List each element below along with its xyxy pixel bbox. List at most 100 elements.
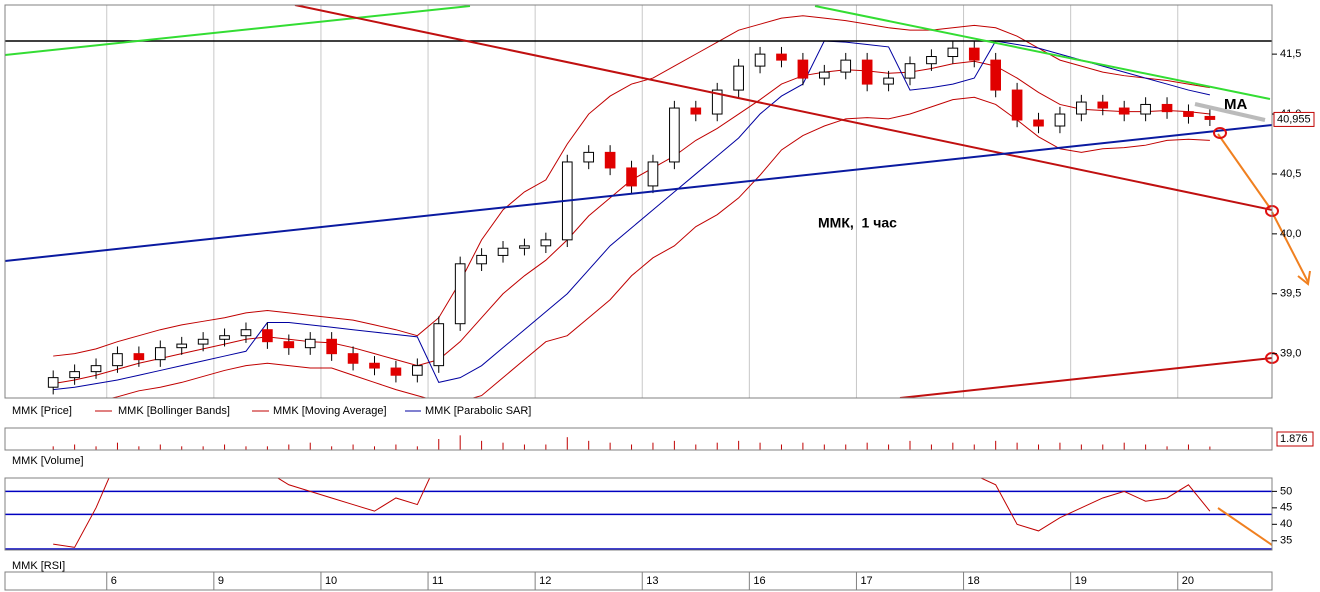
x-tick-label: 11 <box>432 575 443 587</box>
candle-body <box>669 107 680 163</box>
candle-body <box>433 323 445 367</box>
candle-body <box>262 329 273 343</box>
candle-body <box>1118 107 1130 115</box>
candle-body <box>626 167 637 187</box>
y-tick-label: 39,5 <box>1280 288 1301 300</box>
x-tick-label: 6 <box>111 575 117 587</box>
candle-body <box>797 59 809 79</box>
y-tick-label: 40 <box>1280 518 1292 530</box>
candle-body <box>133 353 145 361</box>
candle-body <box>47 377 59 388</box>
trend-line <box>5 124 1272 262</box>
x-tick-label: 19 <box>1075 575 1087 587</box>
candle-body <box>947 47 959 58</box>
legend-label: MMK [Bollinger Bands] <box>118 405 230 417</box>
candle-body <box>926 56 937 65</box>
annotation: MA <box>1224 96 1247 113</box>
trend-line <box>814 5 1271 100</box>
candle-body <box>540 239 552 247</box>
trend-line <box>899 357 1272 398</box>
candle-body <box>90 365 102 373</box>
price-frame <box>4 4 1273 399</box>
x-tick-label: 20 <box>1182 575 1194 587</box>
y-tick-label: 35 <box>1280 535 1292 547</box>
volume-frame <box>4 427 1273 451</box>
candle-body <box>369 362 380 369</box>
candle-body <box>69 371 80 379</box>
legend-label: MMK [Moving Average] <box>273 405 387 417</box>
candle-body <box>1161 103 1173 113</box>
arrow <box>1217 507 1273 546</box>
candle-body <box>754 53 766 67</box>
legend-label: MMK [Parabolic SAR] <box>425 405 531 417</box>
candle-body <box>1183 111 1194 117</box>
y-tick-label: 45 <box>1280 502 1292 514</box>
candle-body <box>304 338 316 349</box>
candle-body <box>390 367 402 376</box>
candle-body <box>347 353 359 364</box>
candle-body <box>326 338 337 355</box>
panel-title: MMK [RSI] <box>12 560 65 572</box>
last-volume-label: 1.876 <box>1280 433 1308 445</box>
price-panel <box>47 5 1216 398</box>
indicator-line <box>53 40 1210 391</box>
candle-body <box>1033 119 1044 127</box>
rsi-panel <box>5 478 1272 550</box>
candle-body <box>197 338 209 345</box>
trend-line <box>294 5 1272 211</box>
last-volume-box <box>1276 431 1314 447</box>
trend-line <box>5 5 471 56</box>
candle-body <box>1054 113 1066 127</box>
candle-body <box>497 247 509 256</box>
candle-body <box>283 341 295 349</box>
panel-title: MMK [Volume] <box>12 455 84 467</box>
arrow <box>1271 211 1309 283</box>
axes: 6910111213161718192039,039,540,040,541,0… <box>106 48 1315 590</box>
candle-body <box>647 161 659 187</box>
candle-body <box>604 151 616 169</box>
x-tick-label: 18 <box>968 575 980 587</box>
candle-body <box>883 77 894 85</box>
candle-body <box>1076 101 1087 115</box>
y-tick-label: 41,5 <box>1280 48 1301 60</box>
candle-body <box>1204 115 1216 120</box>
candle-body <box>904 63 916 79</box>
y-tick-label: 40,5 <box>1280 168 1301 180</box>
arrow-head <box>1297 270 1311 286</box>
candle-body <box>240 329 252 337</box>
candle-body <box>840 59 852 73</box>
candle-body <box>112 353 123 367</box>
y-tick-label: 39,0 <box>1280 348 1301 360</box>
annotation: ММК, 1 час <box>818 215 897 231</box>
candle-body <box>176 343 188 349</box>
last-price-box <box>1273 111 1315 127</box>
candle-body <box>776 53 787 61</box>
candle-body <box>476 254 487 265</box>
rsi-frame <box>4 477 1273 551</box>
candle-body <box>454 263 466 325</box>
candle-body <box>1140 103 1151 115</box>
candle-body <box>990 59 1002 91</box>
x-tick-label: 13 <box>646 575 658 587</box>
x-tick-label: 17 <box>860 575 872 587</box>
candle-body <box>1097 101 1109 109</box>
candle-body <box>519 245 530 249</box>
x-tick-label: 9 <box>218 575 224 587</box>
y-tick-label: 50 <box>1280 485 1292 497</box>
candle-body <box>861 59 873 85</box>
arrow <box>1217 133 1271 209</box>
bollinger-upper <box>53 15 1210 357</box>
x-tick-label: 16 <box>753 575 765 587</box>
candle-body <box>219 335 230 340</box>
legend: MMK [Price] MMK [Bollinger Bands] MMK [M… <box>12 405 531 417</box>
trend-lines <box>5 5 1272 398</box>
rsi-line <box>53 478 1211 548</box>
candle-body <box>412 365 423 376</box>
candle-body <box>1011 89 1023 121</box>
marker-circle <box>1213 127 1227 139</box>
candle-body <box>968 47 980 61</box>
candle-body <box>154 347 166 361</box>
ma-projection <box>1194 102 1266 122</box>
